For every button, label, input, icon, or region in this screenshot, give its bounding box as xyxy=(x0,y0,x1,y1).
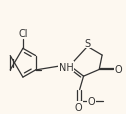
Text: O: O xyxy=(115,65,123,75)
Text: O: O xyxy=(88,96,95,106)
Text: NH: NH xyxy=(59,62,73,72)
Text: O: O xyxy=(75,102,82,112)
Text: Cl: Cl xyxy=(18,29,28,39)
Text: S: S xyxy=(84,38,90,48)
